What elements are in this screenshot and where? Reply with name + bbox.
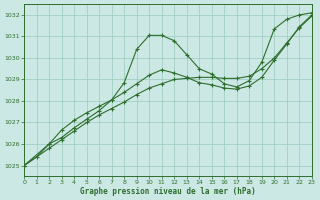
X-axis label: Graphe pression niveau de la mer (hPa): Graphe pression niveau de la mer (hPa) <box>80 187 256 196</box>
